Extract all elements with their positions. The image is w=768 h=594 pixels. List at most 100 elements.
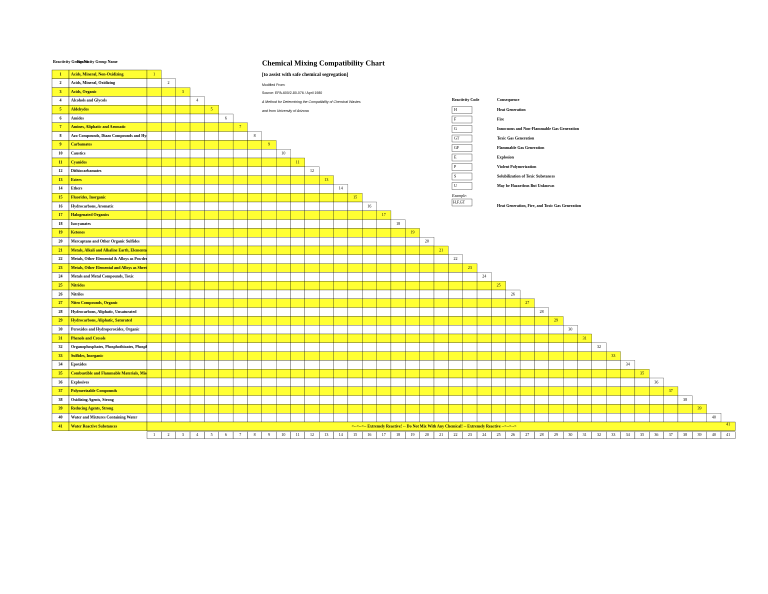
row-name: Metals, Alkali and Alkaline Earth, Eleme… bbox=[71, 247, 149, 252]
compat-cell bbox=[519, 386, 535, 396]
compat-cell bbox=[448, 351, 463, 361]
compat-cell bbox=[232, 184, 248, 194]
compat-cell bbox=[304, 289, 320, 299]
compat-cell bbox=[218, 149, 234, 159]
compat-cell bbox=[189, 307, 205, 317]
compat-cell bbox=[347, 369, 363, 379]
compat-cell bbox=[462, 316, 478, 326]
compat-cell bbox=[189, 113, 205, 123]
compat-cell bbox=[376, 245, 392, 255]
compat-cell bbox=[232, 210, 248, 220]
compat-cell bbox=[276, 369, 291, 379]
compat-cell bbox=[218, 131, 234, 141]
compat-cell bbox=[218, 140, 234, 150]
compat-cell bbox=[491, 289, 506, 299]
compat-cell bbox=[333, 351, 349, 361]
column-number: 22 bbox=[454, 432, 458, 437]
compat-cell bbox=[304, 281, 320, 291]
row-name: Carbamates bbox=[71, 142, 92, 147]
compat-cell bbox=[362, 307, 377, 317]
compat-cell bbox=[261, 184, 277, 194]
compat-cell bbox=[433, 298, 449, 308]
compat-cell bbox=[405, 342, 420, 352]
compat-cell bbox=[634, 377, 650, 387]
legend: H Heat Generation F Fire G Innocuous and Non-… bbox=[451, 106, 582, 208]
row-number: 6 bbox=[60, 115, 62, 120]
compat-cell bbox=[304, 193, 320, 203]
compat-cell bbox=[146, 113, 162, 123]
compat-cell bbox=[261, 245, 277, 255]
row-number: 8 bbox=[60, 133, 62, 138]
compat-cell bbox=[232, 219, 248, 229]
compat-cell bbox=[304, 325, 320, 335]
row-number: 12 bbox=[59, 168, 63, 173]
compat-cell bbox=[232, 149, 248, 159]
legend-header: Reactivity Code bbox=[452, 97, 479, 102]
compat-cell bbox=[232, 413, 248, 423]
compat-cell bbox=[204, 325, 219, 335]
row-number: 39 bbox=[59, 406, 63, 411]
compat-cell bbox=[390, 272, 406, 282]
compat-cell bbox=[563, 404, 578, 414]
row-name: Nitrides bbox=[71, 283, 85, 288]
compat-cell bbox=[563, 413, 578, 423]
compat-cell bbox=[448, 272, 463, 282]
compat-cell bbox=[204, 413, 219, 423]
compat-cell bbox=[548, 369, 564, 379]
row-name: Amines, Aliphatic and Aromatic bbox=[71, 124, 126, 129]
compat-cell bbox=[146, 254, 162, 264]
compat-cell bbox=[534, 333, 549, 343]
compat-cell bbox=[448, 298, 463, 308]
legend-code: S bbox=[454, 173, 456, 178]
row-number: 31 bbox=[59, 335, 63, 340]
compat-cell bbox=[519, 360, 535, 370]
row-name: Fluorides, Inorganic bbox=[71, 195, 106, 200]
compat-cell bbox=[204, 289, 219, 299]
compat-cell bbox=[261, 413, 277, 423]
compat-cell bbox=[146, 149, 162, 159]
compat-cell bbox=[189, 175, 205, 185]
compat-cell bbox=[362, 333, 377, 343]
compat-cell bbox=[175, 316, 191, 326]
legend-text: Violent Polymerization bbox=[497, 164, 537, 169]
compat-cell bbox=[232, 369, 248, 379]
row-name: Ketones bbox=[71, 230, 85, 235]
compat-cell bbox=[505, 325, 521, 335]
compat-cell bbox=[362, 325, 377, 335]
compat-cell bbox=[663, 395, 679, 405]
compat-cell bbox=[146, 184, 162, 194]
compat-cell bbox=[319, 201, 334, 211]
compat-cell bbox=[591, 395, 607, 405]
column-number: 6 bbox=[225, 432, 227, 437]
compat-cell bbox=[161, 193, 176, 203]
row-number: 25 bbox=[59, 283, 63, 288]
compat-cell bbox=[347, 281, 363, 291]
compat-cell bbox=[319, 386, 334, 396]
compat-cell bbox=[390, 298, 406, 308]
compat-cell bbox=[362, 281, 377, 291]
compat-cell bbox=[290, 272, 305, 282]
compat-cell bbox=[405, 325, 420, 335]
example-label: Example: bbox=[451, 193, 468, 198]
compat-cell bbox=[247, 140, 262, 150]
compat-cell bbox=[232, 254, 248, 264]
diagonal-number: 22 bbox=[454, 256, 458, 261]
compat-cell bbox=[476, 351, 492, 361]
compat-cell bbox=[261, 325, 277, 335]
compat-cell bbox=[161, 96, 176, 106]
compat-cell bbox=[548, 342, 564, 352]
column-number: 19 bbox=[410, 432, 414, 437]
row-name: Azo Compounds, Diazo Compounds and Hydra… bbox=[71, 133, 161, 138]
compat-cell bbox=[204, 333, 219, 343]
compat-cell bbox=[247, 210, 262, 220]
column-number: 11 bbox=[296, 432, 300, 437]
compat-cell bbox=[634, 395, 650, 405]
compat-cell bbox=[232, 140, 248, 150]
legend-code-box bbox=[451, 153, 473, 162]
compat-cell bbox=[304, 342, 320, 352]
legend-code-box bbox=[451, 163, 473, 171]
compat-cell bbox=[319, 263, 334, 273]
diagonal-number: 38 bbox=[683, 397, 687, 402]
compat-cell bbox=[448, 395, 463, 405]
compat-cell bbox=[333, 219, 349, 229]
